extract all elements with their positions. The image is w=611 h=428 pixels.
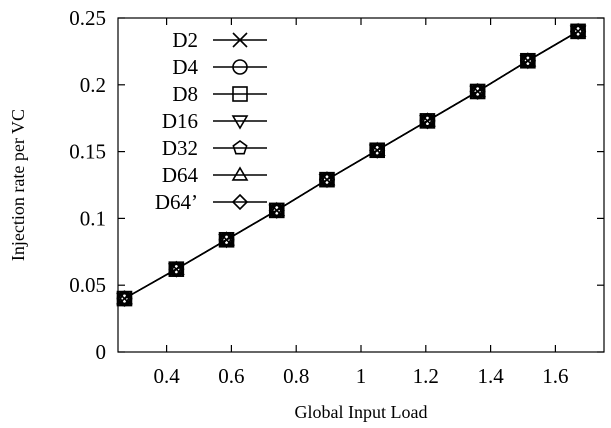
legend: D2 D4 D8 D16 D32 D64 D64’ bbox=[155, 28, 267, 214]
x-tick-label: 0.4 bbox=[153, 364, 180, 388]
legend-label: D16 bbox=[162, 109, 198, 133]
legend-marker bbox=[232, 140, 248, 155]
data-point bbox=[318, 173, 336, 189]
data-point bbox=[218, 231, 235, 246]
data-point bbox=[368, 144, 386, 159]
data-point bbox=[318, 171, 336, 186]
legend-item: D4 bbox=[172, 55, 267, 79]
legend-item: D16 bbox=[162, 109, 267, 133]
data-point bbox=[268, 201, 286, 217]
legend-label: D64’ bbox=[155, 190, 198, 214]
x-tick-label: 1.6 bbox=[542, 364, 568, 388]
legend-label: D2 bbox=[172, 28, 198, 52]
y-tick-label: 0.2 bbox=[80, 73, 106, 97]
x-tick-label: 0.8 bbox=[283, 364, 309, 388]
data-point bbox=[268, 204, 286, 219]
x-tick-label: 0.6 bbox=[218, 364, 244, 388]
data-point bbox=[168, 261, 185, 278]
legend-item: D64 bbox=[162, 163, 267, 187]
data-point bbox=[419, 112, 436, 130]
data-point bbox=[318, 171, 336, 188]
data-point bbox=[167, 260, 185, 275]
legend-item: D64’ bbox=[155, 190, 267, 214]
legend-label: D32 bbox=[162, 136, 198, 160]
data-point bbox=[368, 141, 386, 156]
data-point bbox=[519, 52, 537, 67]
y-tick-label: 0.15 bbox=[69, 140, 106, 164]
y-tick-label: 0.1 bbox=[80, 206, 106, 230]
legend-label: D64 bbox=[162, 163, 199, 187]
data-point bbox=[369, 142, 386, 159]
legend-item: D2 bbox=[172, 28, 267, 52]
legend-marker bbox=[232, 86, 248, 102]
data-point bbox=[569, 25, 587, 40]
x-tick-label: 1.4 bbox=[477, 364, 504, 388]
legend-marker bbox=[231, 115, 249, 130]
series-diamond bbox=[116, 23, 587, 307]
y-tick-label: 0.25 bbox=[69, 6, 106, 30]
data-point bbox=[469, 85, 487, 101]
data-point bbox=[469, 82, 487, 98]
data-point bbox=[569, 22, 587, 38]
legend-item: D32 bbox=[162, 136, 267, 160]
legend-marker bbox=[231, 193, 249, 211]
data-point bbox=[167, 263, 185, 278]
series-line bbox=[124, 30, 579, 300]
series-layer bbox=[116, 22, 587, 308]
data-point bbox=[419, 112, 436, 127]
x-tick-label: 1.2 bbox=[413, 364, 439, 388]
data-point bbox=[268, 202, 285, 219]
data-point bbox=[519, 52, 536, 69]
y-tick-label: 0 bbox=[96, 340, 107, 364]
data-point bbox=[116, 289, 133, 305]
data-point bbox=[419, 115, 436, 130]
legend-marker bbox=[232, 59, 248, 75]
y-tick-label: 0.05 bbox=[69, 273, 106, 297]
y-axis-title: Injection rate per VC bbox=[8, 109, 28, 261]
x-axis: 0.4 0.6 0.8 1 1.2 1.4 1.6 bbox=[153, 18, 569, 388]
legend-label: D4 bbox=[172, 55, 198, 79]
data-point bbox=[116, 292, 133, 308]
legend-marker bbox=[231, 166, 249, 181]
data-point bbox=[569, 23, 587, 40]
x-tick-label: 1 bbox=[356, 364, 367, 388]
y-axis: 0 0.05 0.1 0.15 0.2 0.25 bbox=[69, 6, 604, 364]
data-point bbox=[519, 55, 537, 70]
data-point bbox=[116, 290, 133, 307]
legend-label: D8 bbox=[172, 82, 198, 106]
legend-item: D8 bbox=[172, 82, 267, 106]
legend-marker bbox=[232, 32, 248, 48]
data-point bbox=[218, 231, 235, 248]
data-point bbox=[218, 234, 235, 249]
data-point bbox=[469, 83, 486, 100]
x-axis-title: Global Input Load bbox=[295, 402, 428, 422]
